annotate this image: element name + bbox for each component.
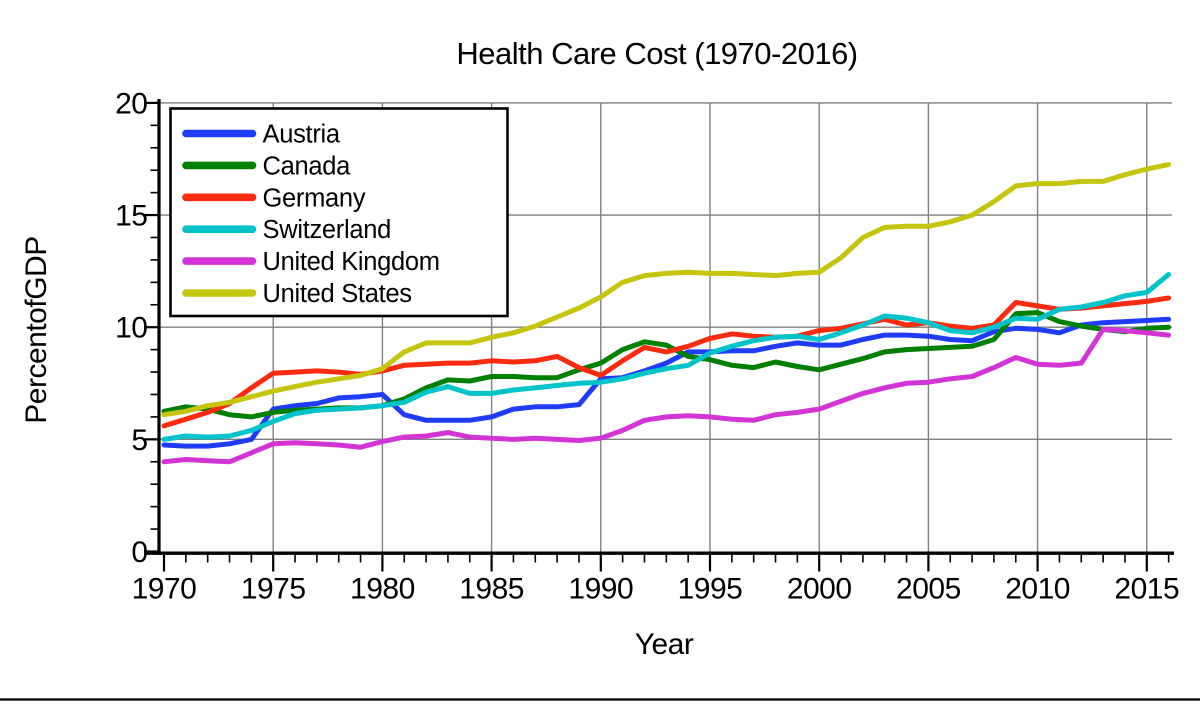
x-tick-label: 1970	[132, 573, 197, 606]
y-tick-label: 20	[115, 87, 147, 120]
y-tick-label: 0	[131, 536, 147, 569]
legend-box	[169, 107, 509, 318]
y-tick-label: 5	[131, 424, 147, 457]
chart-title: Health Care Cost (1970-2016)	[456, 36, 858, 71]
x-tick-label: 2010	[1005, 573, 1070, 606]
series-line-united-kingdom	[161, 326, 1172, 465]
x-axis-title: Year	[634, 628, 694, 661]
legend-label: Austria	[263, 121, 341, 149]
x-tick-label: 1995	[678, 573, 743, 606]
legend-label: Germany	[263, 184, 366, 212]
series-line-germany	[161, 295, 1172, 429]
x-tick-label: 1990	[568, 573, 633, 606]
legend-label: Switzerland	[263, 216, 392, 244]
x-tick-label: 2005	[896, 573, 961, 606]
x-tick-label: 1985	[459, 573, 524, 606]
legend-label: United Kingdom	[263, 248, 440, 276]
y-tick-label: 10	[115, 312, 147, 345]
y-axis-title: PercentofGDP	[20, 236, 53, 424]
y-tick-label: 15	[115, 200, 147, 233]
legend-label: United States	[263, 280, 412, 308]
x-tick-label: 1975	[241, 573, 306, 606]
series-line-switzerland	[161, 272, 1172, 442]
series-line-united-states	[161, 162, 1172, 418]
x-tick-label: 1980	[350, 573, 415, 606]
x-tick-label: 2000	[787, 573, 852, 606]
legend-label: Canada	[263, 152, 352, 180]
x-tick-label: 2015	[1114, 573, 1179, 606]
